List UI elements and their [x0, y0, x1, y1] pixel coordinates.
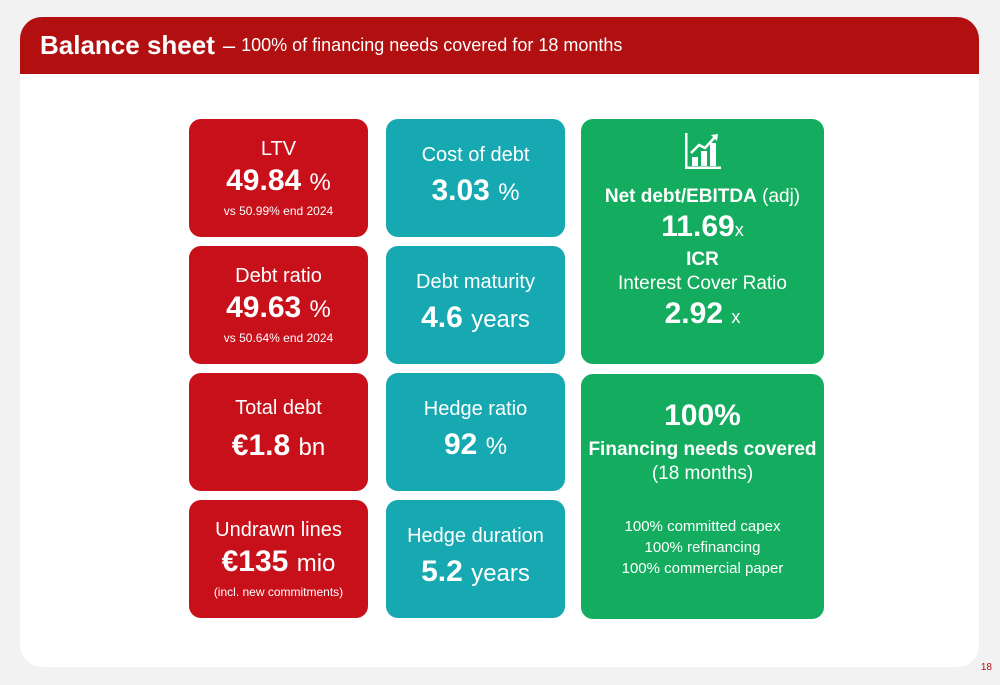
hedge-duration-unit: years — [471, 560, 530, 587]
total-debt-card: Total debt €1.8 bn — [189, 373, 368, 491]
total-debt-label: Total debt — [235, 397, 322, 419]
undrawn-note: (incl. new commitments) — [213, 585, 344, 599]
icr-value: 2.92 — [664, 297, 724, 330]
debt-maturity-card: Debt maturity 4.6 years — [386, 246, 565, 364]
net-debt-label: Net debt/EBITDA — [604, 186, 757, 207]
page-title: Balance sheet — [40, 30, 215, 60]
undrawn-lines-card: Undrawn lines €135 mio (incl. new commit… — [189, 500, 368, 618]
icr-value-row: 2.92 x — [665, 296, 741, 335]
hedge-ratio-value: 92 — [443, 428, 478, 461]
hedge-duration-card: Hedge duration 5.2 years — [386, 500, 565, 618]
page-number: 18 — [980, 662, 992, 673]
debt-maturity-value-row: 4.6 years — [421, 298, 530, 340]
debt-ratio-label: Debt ratio — [235, 265, 322, 287]
net-debt-value: 11.69 — [661, 210, 735, 243]
cost-of-debt-value: 3.03 — [431, 174, 490, 207]
debt-ratio-note: vs 50.64% end 2024 — [223, 331, 334, 345]
financing-needs-card: 100% Financing needs covered (18 months)… — [581, 374, 824, 619]
total-debt-unit: bn — [298, 434, 326, 461]
icr-label: Interest Cover Ratio — [618, 273, 787, 294]
debt-ratio-value: 49.63 — [226, 291, 302, 324]
financing-line: 100% refinancing — [644, 539, 761, 556]
debt-maturity-label: Debt maturity — [416, 271, 535, 293]
debt-ratio-card: Debt ratio 49.63 % vs 50.64% end 2024 — [189, 246, 368, 364]
financing-line: 100% commercial paper — [621, 560, 784, 577]
hedge-duration-label: Hedge duration — [407, 525, 544, 547]
debt-maturity-value: 4.6 — [421, 301, 463, 334]
undrawn-value-row: €135 mio — [222, 542, 336, 584]
ltv-card: LTV 49.84 % vs 50.99% end 2024 — [189, 119, 368, 237]
bar-chart-growth-icon — [683, 131, 723, 171]
net-debt-label-suffix: (adj) — [762, 186, 801, 207]
net-debt-value-row: 11.69x — [661, 209, 743, 248]
cost-of-debt-label: Cost of debt — [421, 144, 530, 166]
ltv-note: vs 50.99% end 2024 — [223, 204, 334, 218]
total-debt-value-row: €1.8 bn — [232, 426, 325, 468]
cost-of-debt-unit: % — [498, 179, 520, 206]
net-debt-label-row: Net debt/EBITDA (adj) — [605, 185, 800, 209]
debt-ratio-unit: % — [309, 296, 331, 323]
undrawn-label: Undrawn lines — [215, 519, 342, 541]
debt-maturity-unit: years — [471, 306, 530, 333]
net-debt-ebitda-card: Net debt/EBITDA (adj) 11.69x ICR Interes… — [581, 119, 824, 364]
cost-of-debt-value-row: 3.03 % — [431, 171, 519, 213]
cost-of-debt-card: Cost of debt 3.03 % — [386, 119, 565, 237]
page-subtitle: 100% of financing needs covered for 18 m… — [241, 35, 623, 55]
financing-lines: 100% committed capex 100% refinancing 10… — [622, 516, 784, 579]
hedge-ratio-label: Hedge ratio — [423, 398, 528, 420]
total-debt-value: €1.8 — [231, 429, 291, 462]
title-separator: – — [222, 32, 236, 58]
header-bar: Balance sheet – 100% of financing needs … — [20, 17, 979, 74]
slide: Balance sheet – 100% of financing needs … — [20, 17, 979, 667]
icr-title: ICR — [686, 249, 719, 270]
ltv-label: LTV — [260, 138, 297, 160]
hedge-duration-value-row: 5.2 years — [421, 552, 530, 594]
hedge-duration-value: 5.2 — [421, 555, 463, 588]
icr-unit: x — [731, 307, 741, 327]
hedge-ratio-card: Hedge ratio 92 % — [386, 373, 565, 491]
ltv-value-row: 49.84 % — [226, 161, 331, 203]
financing-title: Financing needs covered — [588, 439, 817, 460]
ltv-value: 49.84 — [226, 164, 302, 197]
financing-percent: 100% — [664, 399, 741, 432]
ltv-unit: % — [309, 169, 331, 196]
net-debt-unit: x — [734, 220, 744, 240]
hedge-ratio-value-row: 92 % — [444, 425, 507, 467]
undrawn-unit: mio — [296, 550, 336, 577]
hedge-ratio-unit: % — [485, 433, 508, 460]
debt-ratio-value-row: 49.63 % — [226, 288, 331, 330]
financing-line: 100% committed capex — [624, 518, 781, 535]
undrawn-value: €135 — [221, 545, 289, 578]
financing-period: (18 months) — [651, 463, 754, 484]
